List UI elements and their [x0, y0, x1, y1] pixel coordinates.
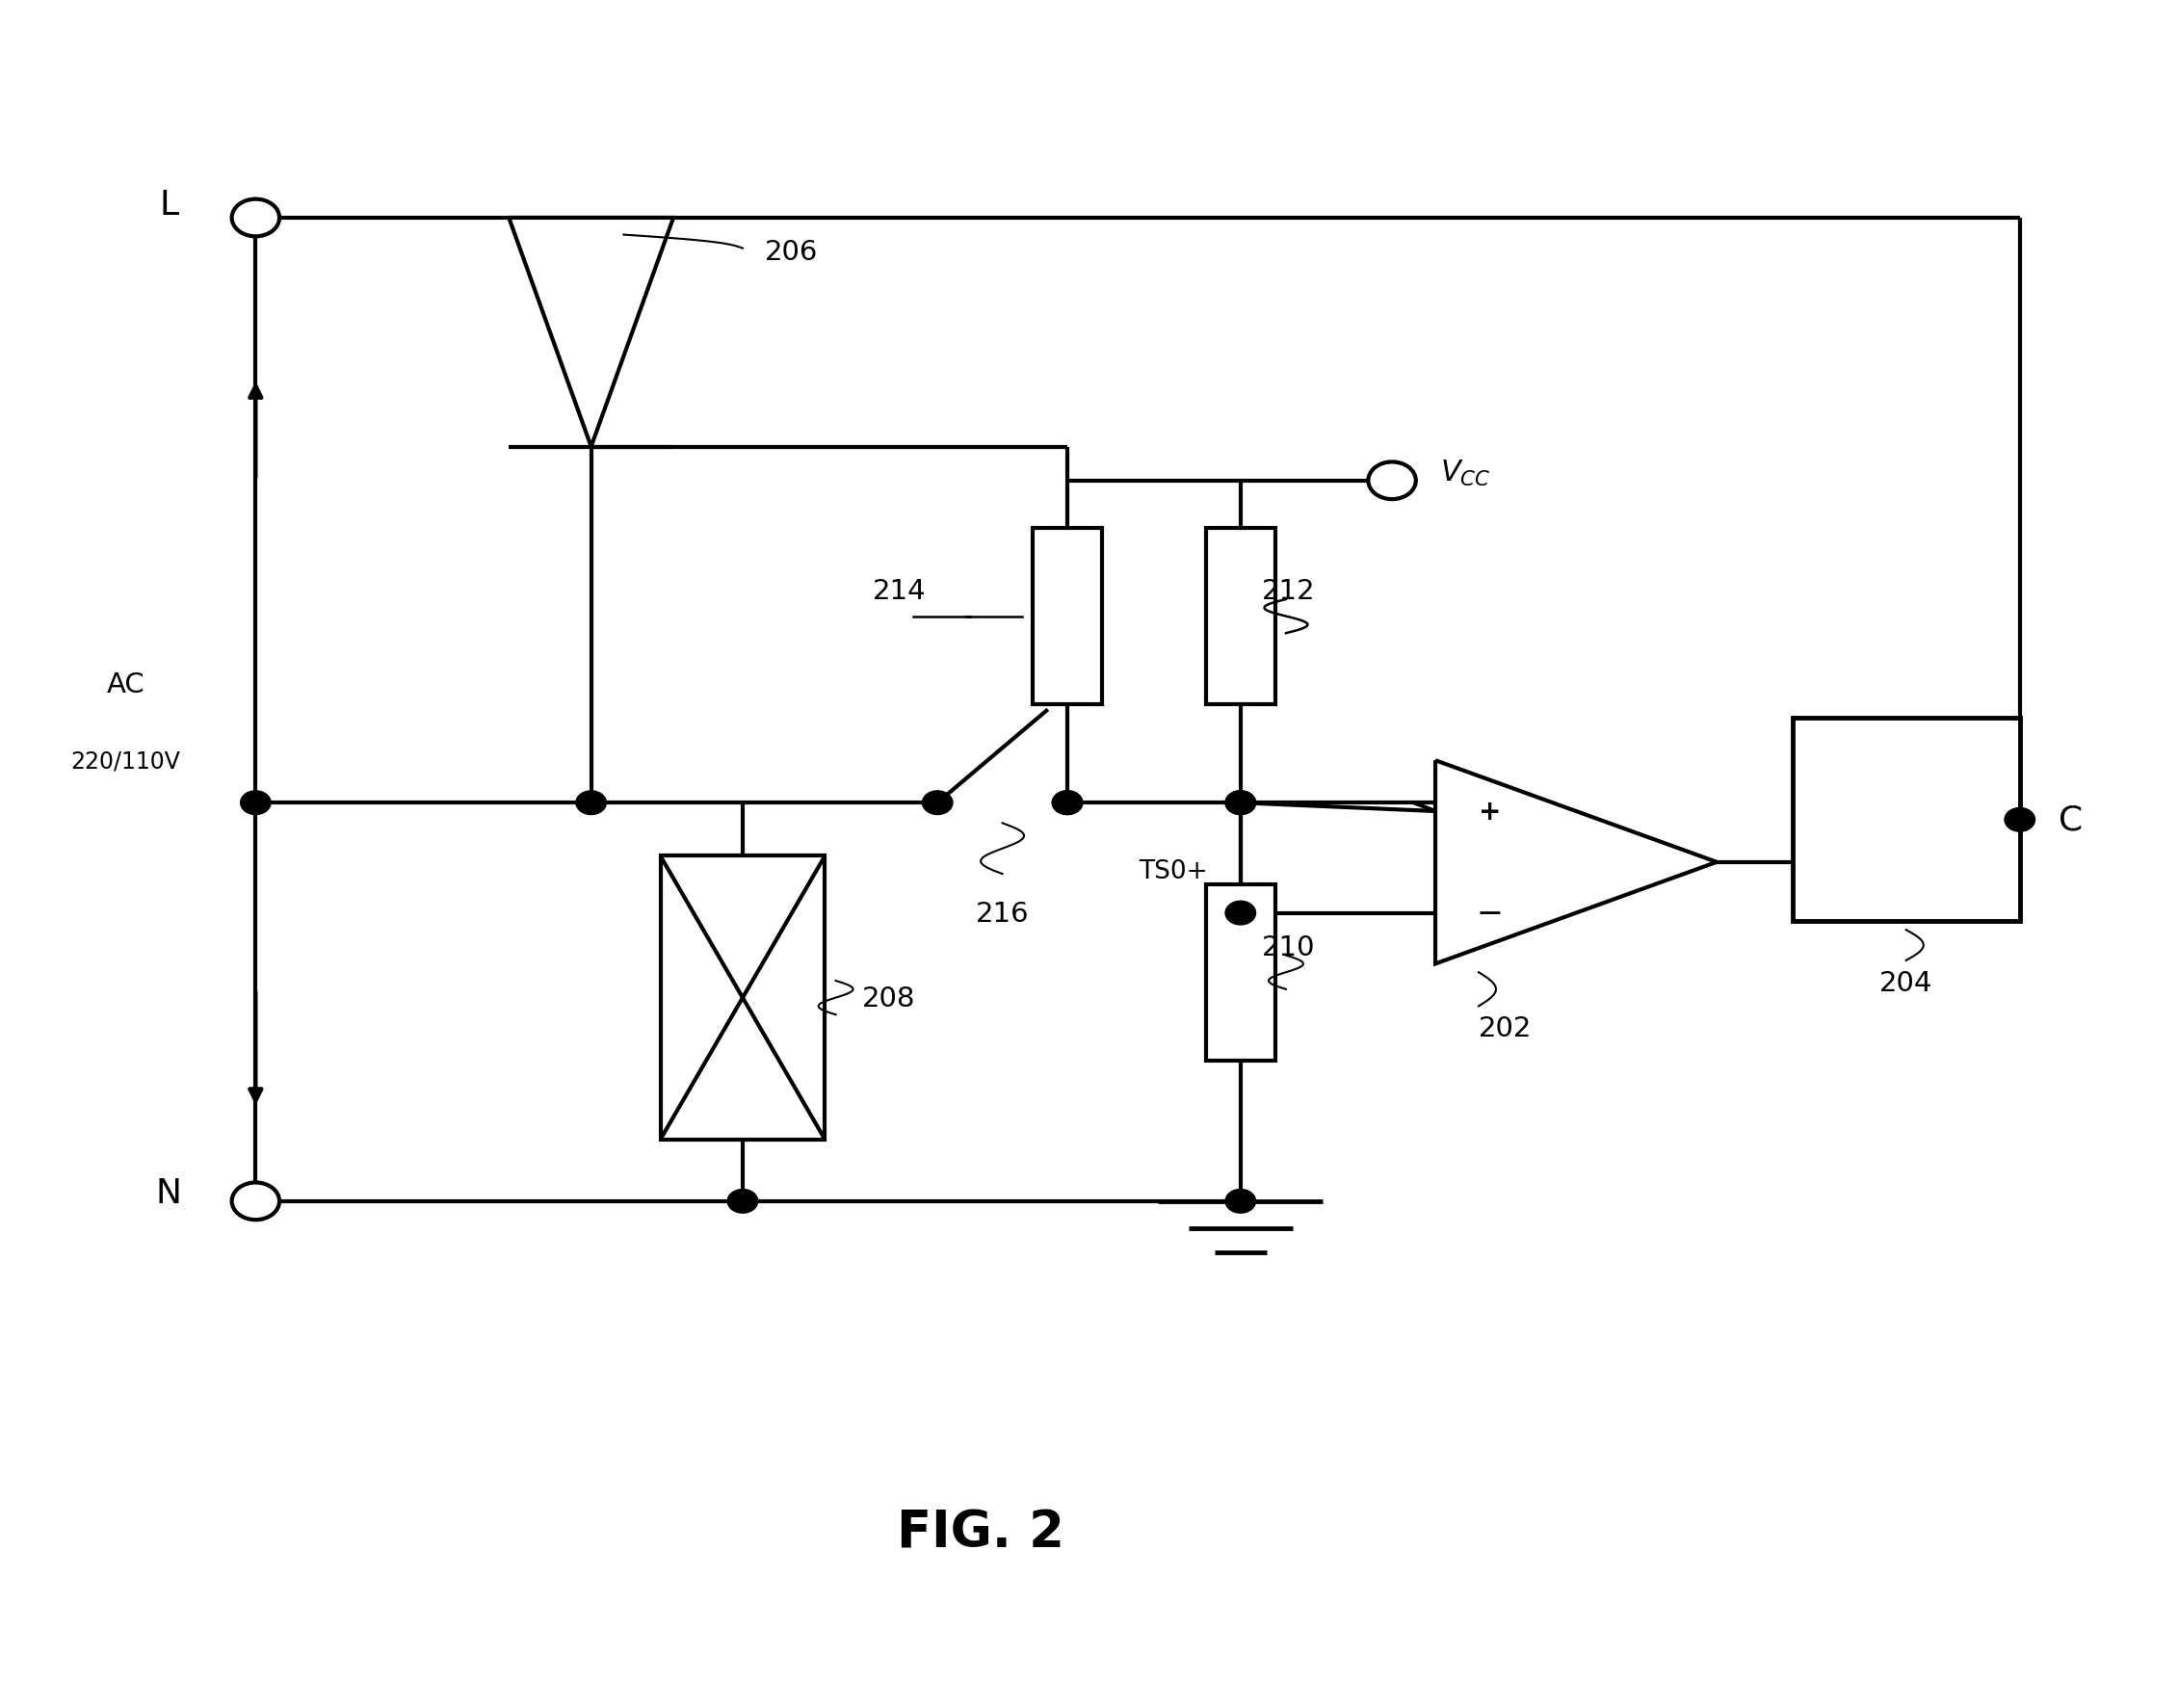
- Text: +: +: [1479, 798, 1501, 825]
- Text: C: C: [2058, 804, 2082, 837]
- Text: 208: 208: [862, 984, 915, 1011]
- Circle shape: [1226, 902, 1257, 926]
- Text: 220/110V: 220/110V: [72, 750, 181, 772]
- Circle shape: [240, 791, 270, 815]
- Polygon shape: [1435, 760, 1716, 963]
- Circle shape: [1052, 791, 1082, 815]
- Text: AC: AC: [107, 671, 146, 699]
- Text: 206: 206: [764, 239, 817, 266]
- Text: −: −: [1477, 897, 1503, 929]
- Circle shape: [1226, 791, 1257, 815]
- Bar: [1032, 529, 1102, 705]
- Text: FIG. 2: FIG. 2: [897, 1506, 1065, 1558]
- Circle shape: [1226, 1189, 1257, 1213]
- Text: 214: 214: [873, 577, 926, 605]
- Circle shape: [1226, 791, 1257, 815]
- Text: L: L: [159, 188, 179, 222]
- Circle shape: [727, 1189, 758, 1213]
- Circle shape: [921, 791, 952, 815]
- Bar: [660, 856, 825, 1139]
- Text: 204: 204: [1880, 968, 1932, 996]
- Circle shape: [1052, 791, 1082, 815]
- Text: 212: 212: [1263, 577, 1316, 605]
- Circle shape: [231, 1182, 279, 1220]
- Text: TS0+: TS0+: [1139, 859, 1209, 883]
- Text: 216: 216: [976, 900, 1030, 927]
- Bar: [1792, 719, 2019, 922]
- Bar: [1207, 529, 1274, 705]
- Text: 202: 202: [1479, 1015, 1531, 1042]
- Circle shape: [575, 791, 605, 815]
- Text: 210: 210: [1263, 934, 1316, 960]
- Polygon shape: [510, 219, 673, 447]
- Circle shape: [2004, 808, 2034, 832]
- Bar: [1207, 885, 1274, 1061]
- Circle shape: [1368, 463, 1416, 500]
- Text: $V_{CC}$: $V_{CC}$: [1440, 458, 1490, 488]
- Circle shape: [231, 200, 279, 237]
- Text: N: N: [157, 1177, 183, 1209]
